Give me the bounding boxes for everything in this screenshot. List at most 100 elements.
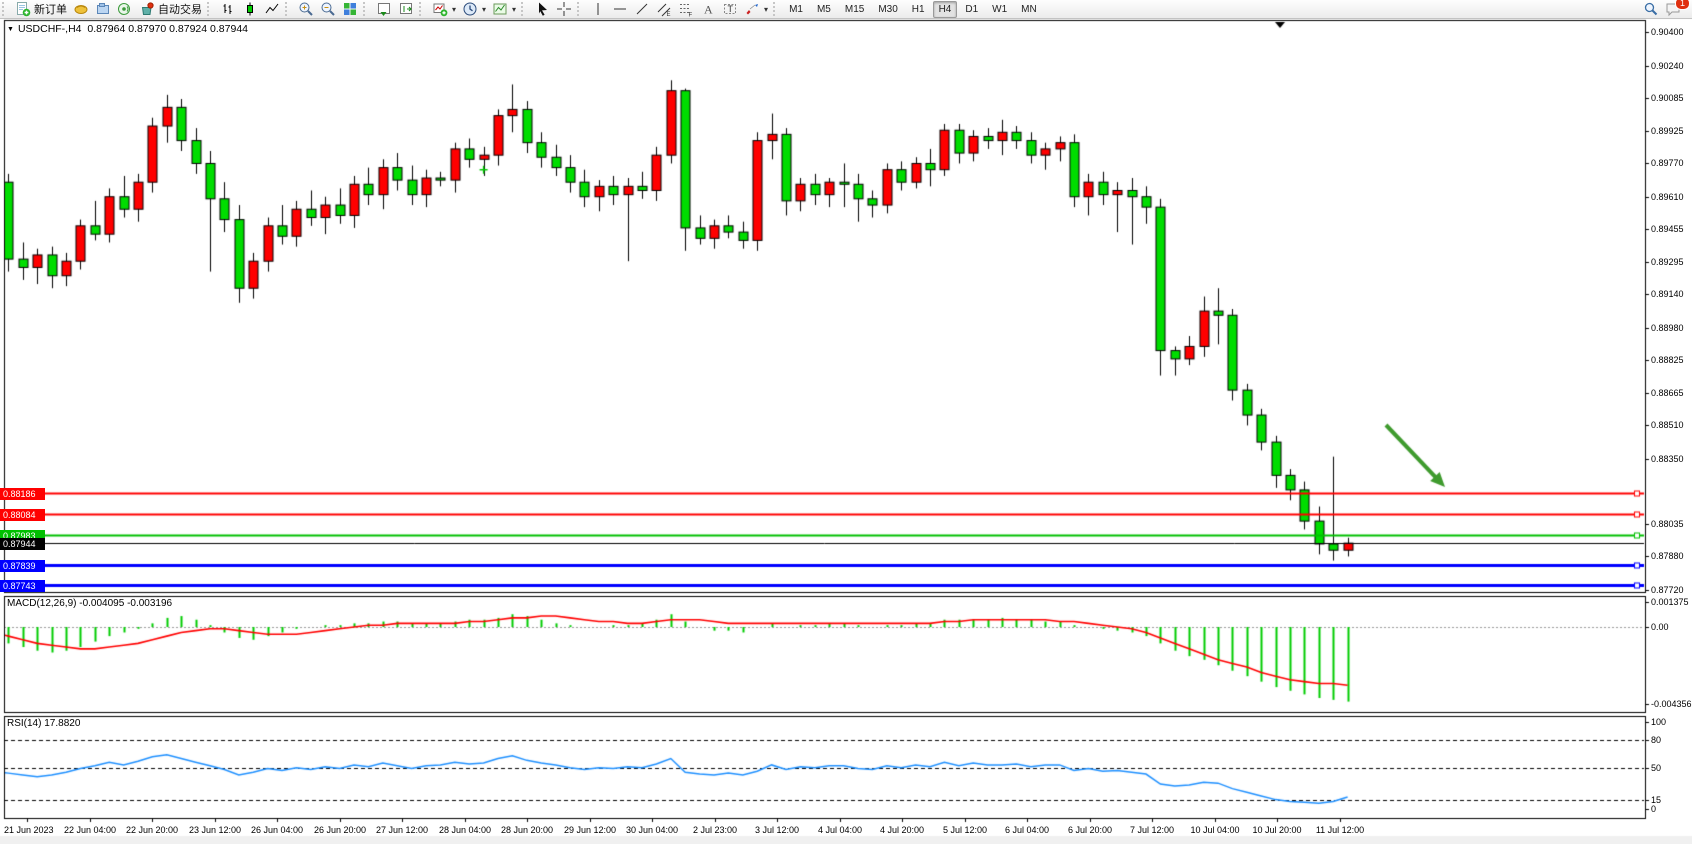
macd-indicator-label: MACD(12,26,9) -0.004095 -0.003196: [7, 598, 172, 609]
rsi-name: RSI(14): [7, 718, 42, 729]
vertical-line-tool-button[interactable]: [587, 1, 609, 18]
gold-icon: [74, 5, 88, 14]
clock-icon: [463, 2, 477, 16]
timeframe-strip: M1 M5 M15 M30 H1 H4 D1 W1 MN: [783, 0, 1043, 18]
auto-trading-icon: [141, 2, 154, 15]
gold-button[interactable]: [70, 1, 92, 18]
trendline-icon: [636, 3, 648, 15]
main-toolbar: 新订单 自动交易 ▾ ▾: [0, 0, 1692, 19]
svg-text:E: E: [667, 12, 671, 17]
new-chart-button[interactable]: ▾: [429, 1, 459, 18]
timeframe-button-w1[interactable]: W1: [992, 3, 1008, 15]
dropdown-caret-icon: ▾: [764, 4, 769, 14]
timeframe-button-h4[interactable]: H4: [932, 0, 958, 18]
timeframe-button-m30[interactable]: M30: [878, 3, 898, 15]
text-label-tool-button[interactable]: T: [719, 1, 741, 18]
ohlc-close: 0.87944: [210, 23, 249, 35]
auto-scroll-icon: [378, 3, 390, 16]
text-label-icon: T: [724, 4, 737, 14]
dropdown-caret-icon: ▾: [512, 4, 517, 14]
toolbar-grip: [285, 2, 292, 16]
macd-values: -0.004095 -0.003196: [79, 598, 173, 609]
sound-icon: [118, 3, 130, 15]
periods-button[interactable]: ▾: [459, 1, 489, 18]
zoom-in-icon: [299, 2, 313, 16]
timeframe-button-m15[interactable]: M15: [844, 3, 865, 15]
toolbar-grip: [2, 2, 9, 16]
zoom-out-button[interactable]: [317, 1, 339, 18]
templates-button[interactable]: ▾: [489, 1, 519, 18]
dropdown-caret-icon: ▾: [452, 4, 457, 14]
tile-windows-icon: [344, 3, 356, 15]
text-tool-button[interactable]: A: [697, 1, 719, 18]
svg-text:T: T: [728, 4, 734, 14]
arrows-tool-button[interactable]: ▾: [741, 1, 771, 18]
new-order-icon: [17, 2, 31, 17]
rsi-value: 17.8820: [44, 718, 81, 729]
sound-button[interactable]: [114, 1, 136, 18]
toolbar-grip: [363, 2, 370, 16]
line-chart-icon: [265, 3, 279, 14]
news-chat-button[interactable]: 1: [1662, 0, 1690, 18]
toolbar-grip: [773, 2, 780, 16]
search-button[interactable]: [1640, 1, 1662, 18]
line-chart-button[interactable]: [261, 1, 283, 18]
candlestick-chart-button[interactable]: [239, 1, 261, 18]
ohlc-low: 0.87924: [169, 23, 208, 35]
profiles-button[interactable]: [92, 1, 114, 18]
chart-shift-icon: [400, 3, 412, 14]
timeframe-button-mn[interactable]: MN: [1021, 3, 1037, 15]
trendline-tool-button[interactable]: [631, 1, 653, 18]
crosshair-tool-button[interactable]: [553, 1, 575, 18]
candlestick-chart-icon: [247, 2, 253, 16]
bar-chart-icon: [223, 4, 232, 14]
text-icon: A: [704, 3, 713, 17]
dropdown-caret-icon: ▾: [482, 4, 487, 14]
ohlc-high: 0.87970: [128, 23, 167, 35]
horizontal-line-icon: [614, 8, 627, 10]
macd-name: MACD(12,26,9): [7, 598, 77, 609]
horizontal-line-tool-button[interactable]: [609, 1, 631, 18]
toolbar-grip: [521, 2, 528, 16]
timeframe-button-m5[interactable]: M5: [816, 3, 831, 15]
fibonacci-tool-button[interactable]: F: [675, 1, 697, 18]
cursor-icon: [539, 2, 548, 16]
new-order-button[interactable]: 新订单: [12, 1, 70, 18]
chart-shift-button[interactable]: [395, 1, 417, 18]
ohlc-open: 0.87964: [87, 23, 126, 35]
symbol-period: USDCHF-,H4: [17, 23, 82, 35]
profiles-icon: [97, 3, 109, 14]
search-icon: [1644, 2, 1658, 16]
new-chart-icon: [433, 3, 448, 17]
arrows-icon: [746, 4, 759, 15]
chart-ohlc-title: ▼ USDCHF-,H4 0.87964 0.87970 0.87924 0.87…: [7, 23, 248, 35]
templates-icon: [493, 3, 507, 15]
vertical-line-icon: [597, 3, 599, 15]
timeframe-button-d1[interactable]: D1: [965, 3, 979, 15]
auto-trading-button[interactable]: 自动交易: [136, 1, 205, 18]
collapse-triangle-icon: ▼: [7, 26, 14, 33]
timeframe-button-m1[interactable]: M1: [789, 3, 803, 15]
crosshair-icon: [557, 2, 572, 16]
tile-windows-button[interactable]: [339, 1, 361, 18]
timeframe-button-h1[interactable]: H1: [911, 3, 925, 15]
new-order-label: 新订单: [34, 4, 67, 16]
auto-scroll-button[interactable]: [373, 1, 395, 18]
channel-tool-button[interactable]: E: [653, 1, 675, 18]
equidistant-channel-icon: E: [657, 3, 671, 17]
toolbar-grip: [419, 2, 426, 16]
fibonacci-icon: F: [680, 4, 693, 18]
svg-text:F: F: [689, 13, 693, 18]
zoom-in-button[interactable]: [295, 1, 317, 18]
zoom-out-icon: [321, 2, 335, 16]
cursor-tool-button[interactable]: [531, 1, 553, 18]
toolbar-grip: [207, 2, 214, 16]
auto-trading-label: 自动交易: [158, 4, 202, 16]
toolbar-grip: [577, 2, 584, 16]
notification-badge: 1: [1675, 0, 1690, 10]
bar-chart-button[interactable]: [217, 1, 239, 18]
svg-text:A: A: [704, 3, 713, 17]
rsi-indicator-label: RSI(14) 17.8820: [7, 718, 80, 729]
